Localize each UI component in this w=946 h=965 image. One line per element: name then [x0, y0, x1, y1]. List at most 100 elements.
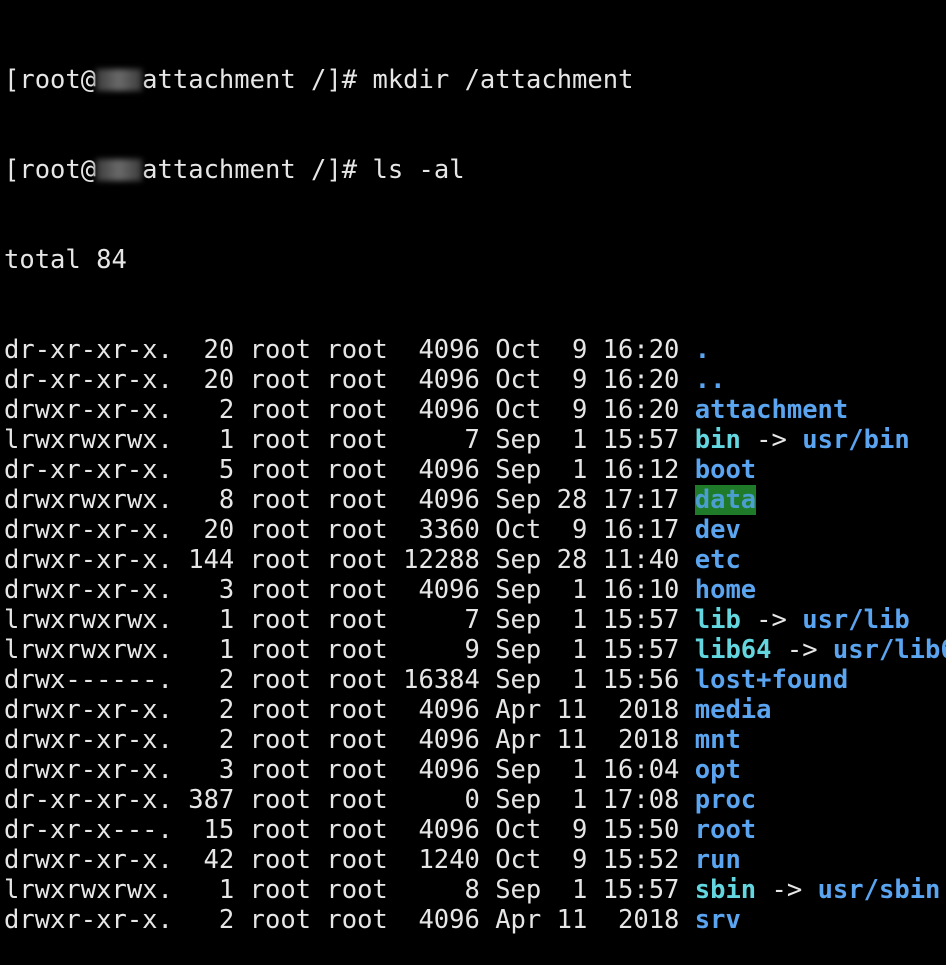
- entry-links: 42: [203, 845, 235, 875]
- entry-day: 9: [571, 515, 588, 545]
- entry-size: 3360: [418, 515, 480, 545]
- entry-links: 2: [218, 665, 235, 695]
- entry-perms: drwxr-xr-x.: [4, 545, 173, 575]
- entry-time: 15:56: [602, 665, 680, 695]
- entry-owner: root: [249, 425, 312, 455]
- entry-month: Apr: [495, 725, 542, 755]
- entry-day: 28: [556, 545, 588, 575]
- entry-group: root: [326, 605, 388, 635]
- entry-name: boot: [694, 455, 757, 485]
- entry-links: 1: [218, 875, 235, 905]
- entry-owner: root: [249, 725, 312, 755]
- entry-day: 1: [571, 875, 588, 905]
- entry-links: 2: [218, 395, 235, 425]
- listing-row: drwxr-xr-x. 3 root root 4096 Sep 1 16:10 home: [4, 575, 946, 605]
- listing: dr-xr-xr-x. 20 root root 4096 Oct 9 16:20. dr-xr…: [4, 335, 946, 935]
- entry-size: 16384: [403, 665, 480, 695]
- listing-row: drwxr-xr-x. 42 root root 1240 Oct 9 15:52 run: [4, 845, 946, 875]
- entry-owner: root: [249, 635, 312, 665]
- symlink-arrow: ->: [771, 635, 833, 665]
- entry-day: 28: [556, 485, 588, 515]
- entry-links: 3: [218, 575, 235, 605]
- entry-day: 1: [571, 755, 588, 785]
- entry-size: 1240: [418, 845, 480, 875]
- entry-size: 7: [464, 605, 480, 635]
- entry-name: dev: [694, 515, 741, 545]
- entry-month: Sep: [495, 785, 542, 815]
- entry-group: root: [326, 335, 388, 365]
- entry-day: 1: [571, 425, 588, 455]
- entry-group: root: [326, 695, 388, 725]
- entry-perms: drwx------.: [4, 665, 173, 695]
- entry-group: root: [326, 455, 388, 485]
- entry-month: Sep: [495, 425, 542, 455]
- entry-group: root: [326, 365, 388, 395]
- prompt-user: [root@: [4, 65, 97, 95]
- entry-group: root: [326, 875, 388, 905]
- entry-name: attachment: [694, 395, 849, 425]
- entry-month: Sep: [495, 875, 542, 905]
- entry-links: 144: [188, 545, 235, 575]
- entry-day: 11: [556, 725, 588, 755]
- entry-owner: root: [249, 875, 312, 905]
- entry-name: lib64: [694, 635, 772, 665]
- entry-name: data: [694, 485, 757, 515]
- entry-group: root: [326, 905, 388, 935]
- total-line: total 84: [4, 245, 127, 275]
- entry-owner: root: [249, 905, 312, 935]
- entry-month: Oct: [495, 335, 542, 365]
- entry-owner: root: [249, 335, 312, 365]
- entry-day: 1: [571, 635, 588, 665]
- entry-perms: lrwxrwxrwx.: [4, 425, 173, 455]
- entry-month: Apr: [495, 905, 542, 935]
- entry-time: 15:57: [602, 605, 680, 635]
- listing-row: drwxrwxrwx. 8 root root 4096 Sep 28 17:17 data: [4, 485, 946, 515]
- entry-owner: root: [249, 605, 312, 635]
- entry-owner: root: [249, 815, 312, 845]
- entry-day: 9: [571, 365, 588, 395]
- entry-day: 9: [571, 845, 588, 875]
- entry-size: 4096: [418, 455, 480, 485]
- entry-day: 9: [571, 335, 588, 365]
- entry-name: root: [694, 815, 757, 845]
- entry-size: 12288: [403, 545, 480, 575]
- entry-name: srv: [694, 905, 741, 935]
- entry-name: lib: [694, 605, 741, 635]
- entry-time: 17:08: [602, 785, 680, 815]
- entry-links: 20: [203, 515, 235, 545]
- entry-links: 15: [203, 815, 235, 845]
- entry-month: Sep: [495, 485, 542, 515]
- entry-size: 4096: [418, 815, 480, 845]
- entry-owner: root: [249, 695, 312, 725]
- prompt-line: [root@ attachment /]# ls -al: [4, 155, 946, 185]
- entry-size: 4096: [418, 485, 480, 515]
- entry-owner: root: [249, 485, 312, 515]
- entry-day: 9: [571, 815, 588, 845]
- entry-month: Sep: [495, 755, 542, 785]
- entry-perms: drwxr-xr-x.: [4, 395, 173, 425]
- entry-links: 1: [218, 605, 235, 635]
- entry-day: 1: [571, 575, 588, 605]
- prompt-user: [root@: [4, 155, 97, 185]
- listing-row: drwxr-xr-x. 2 root root 4096 Apr 11 2018 media: [4, 695, 946, 725]
- entry-perms: dr-xr-xr-x.: [4, 455, 173, 485]
- symlink-arrow: ->: [740, 605, 803, 635]
- entry-time: 2018: [602, 905, 680, 935]
- entry-group: root: [326, 635, 388, 665]
- entry-size: 4096: [418, 905, 480, 935]
- symlink-target: usr/sbin: [817, 875, 941, 905]
- entry-month: Sep: [495, 665, 542, 695]
- entry-name: mnt: [694, 725, 741, 755]
- symlink-target: usr/lib64: [832, 635, 946, 665]
- entry-owner: root: [249, 545, 312, 575]
- entry-size: 4096: [418, 365, 480, 395]
- listing-row: drwxr-xr-x. 2 root root 4096 Apr 11 2018 srv: [4, 905, 946, 935]
- entry-name: bin: [694, 425, 741, 455]
- entry-group: root: [326, 575, 388, 605]
- listing-row: drwxr-xr-x. 3 root root 4096 Sep 1 16:04 opt: [4, 755, 946, 785]
- entry-name: sbin: [694, 875, 757, 905]
- listing-row: dr-xr-xr-x. 5 root root 4096 Sep 1 16:12 boot: [4, 455, 946, 485]
- entry-time: 16:20: [602, 335, 680, 365]
- prompt-host: attachment /]#: [142, 65, 373, 95]
